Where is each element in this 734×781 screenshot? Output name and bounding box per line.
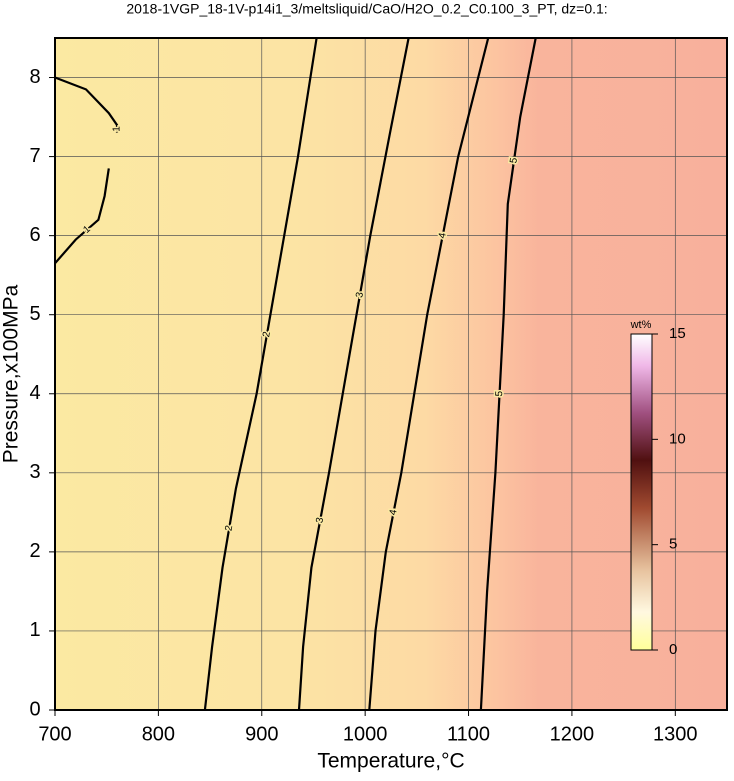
x-tick-label: 1100	[447, 723, 490, 745]
contour-label: 2	[223, 524, 235, 532]
contour-label: 5	[508, 157, 520, 164]
x-tick-label: 1300	[653, 723, 698, 745]
contour-label: 3	[314, 516, 326, 524]
colorbar-tick-label: 5	[669, 536, 677, 553]
contour-line	[479, 37, 537, 711]
x-tick-label: 700	[38, 723, 71, 745]
y-tick-label: 1	[29, 619, 40, 641]
contour-label: 3	[354, 291, 366, 299]
y-tick-label: 3	[29, 461, 40, 483]
x-tick-label: 800	[142, 723, 175, 745]
y-axis-label: Pressure,x100MPa	[0, 284, 23, 463]
colorbar	[630, 333, 653, 651]
y-tick-label: 6	[29, 224, 40, 246]
colorbar-tick-label: 15	[669, 325, 686, 342]
y-tick-label: 7	[29, 145, 40, 167]
contour-line	[54, 76, 119, 265]
y-tick-label: 2	[29, 540, 40, 562]
colorbar-label: wt%	[630, 319, 652, 331]
y-tick-label: 0	[29, 698, 40, 720]
contour-label: 2	[261, 330, 273, 338]
contour-label: 5	[494, 390, 505, 397]
plot-frame	[54, 37, 728, 711]
contour-label: 1	[112, 126, 123, 132]
plot-background	[55, 38, 727, 710]
x-tick-label: 900	[245, 723, 278, 745]
y-tick-label: 4	[29, 382, 40, 404]
contour-label: 4	[388, 508, 400, 516]
chart-title: 2018-1VGP_18-1V-p14i1_3/meltsliquid/CaO/…	[126, 1, 607, 17]
y-tick-label: 5	[29, 303, 40, 325]
x-tick-label: 1000	[343, 723, 388, 745]
contour-line	[368, 37, 490, 711]
colorbar-tick-label: 0	[669, 641, 677, 658]
contour-label: 4	[437, 231, 449, 239]
colorbar-tick-label: 10	[669, 430, 686, 447]
contour-line	[203, 37, 318, 711]
x-axis-label: Temperature,°C	[317, 750, 464, 773]
y-tick-label: 8	[29, 66, 40, 88]
contour-line	[297, 37, 410, 711]
x-tick-label: 1200	[550, 723, 595, 745]
